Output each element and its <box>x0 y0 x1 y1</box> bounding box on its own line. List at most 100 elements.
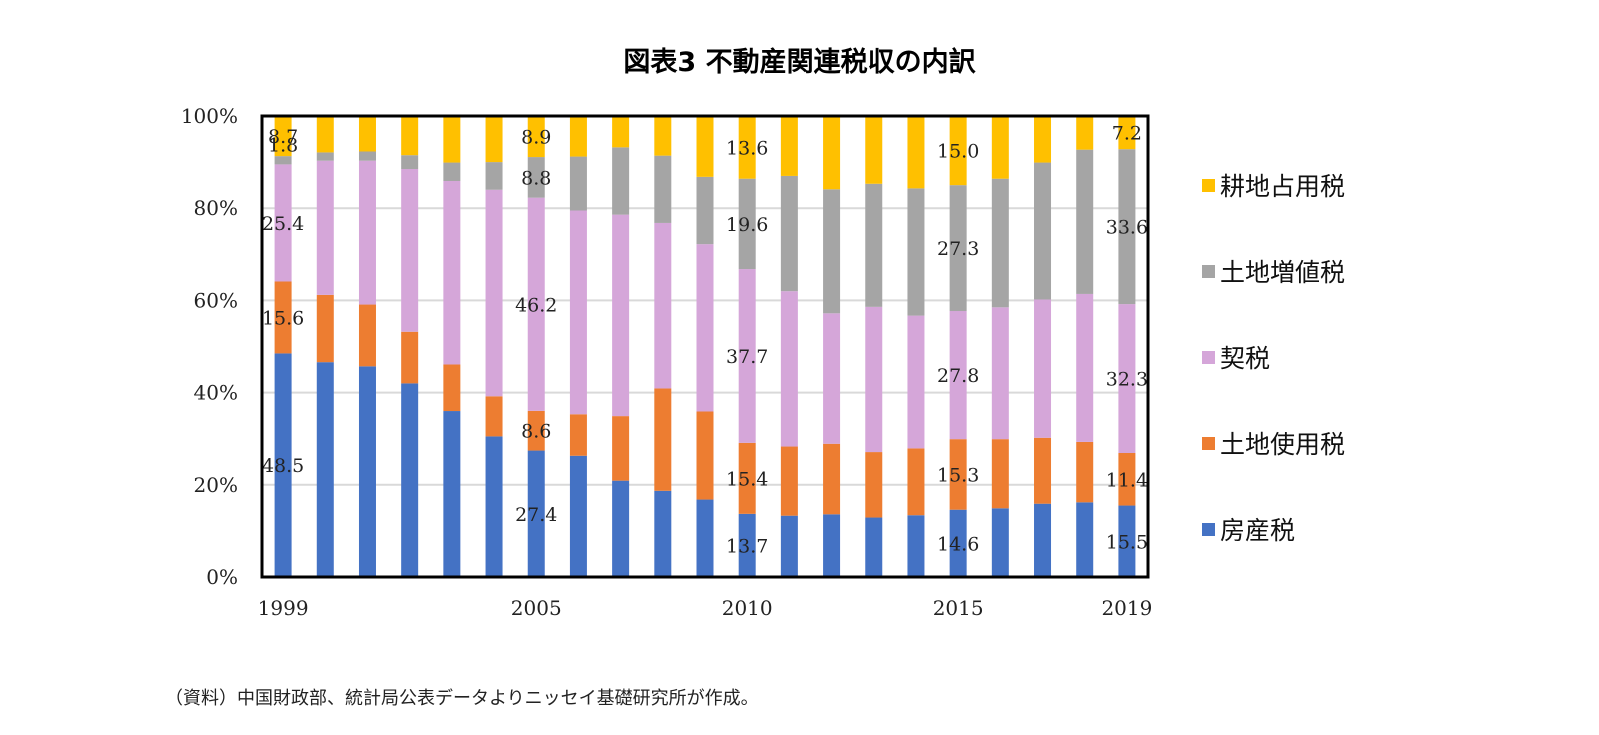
bar-segment <box>780 116 798 176</box>
bar-segment <box>738 269 756 443</box>
bar-segment <box>569 156 587 211</box>
bar-segment <box>907 448 925 516</box>
bar-segment <box>865 517 883 577</box>
y-tick-label: 80% <box>194 196 238 220</box>
bar-segment <box>654 490 672 577</box>
data-label: 8.8 <box>521 167 551 189</box>
axes: 0% 20% 40% 60% 80% 100% 1999 2005 2010 2015 2019 <box>181 104 1153 620</box>
bar-segment <box>1076 293 1094 442</box>
bar-segment <box>696 244 714 412</box>
bar-segment <box>1076 116 1094 150</box>
bar-segment <box>949 185 967 312</box>
bar-segment <box>401 155 419 170</box>
bar-segment <box>1076 441 1094 503</box>
y-tick-label: 40% <box>194 381 238 405</box>
y-tick-label: 60% <box>194 288 238 312</box>
data-label: 15.0 <box>937 141 979 163</box>
data-label: 27.4 <box>515 504 557 526</box>
bar-segment <box>865 183 883 307</box>
data-label: 15.3 <box>937 464 979 486</box>
x-tick-label: 2010 <box>722 596 773 620</box>
legend-label: 房産税 <box>1220 516 1295 545</box>
data-label: 8.7 <box>268 126 298 148</box>
legend-swatch <box>1202 179 1215 192</box>
bar-segment <box>991 116 1009 179</box>
bar-segment <box>780 515 798 577</box>
data-label: 14.6 <box>937 533 979 555</box>
bar-segment <box>907 315 925 449</box>
bar-segment <box>316 116 334 153</box>
data-label: 19.6 <box>726 214 768 236</box>
legend-label: 土地使用税 <box>1220 430 1345 459</box>
bar-segment <box>1034 116 1052 163</box>
bar-segment <box>907 116 925 189</box>
bar-segment <box>443 181 461 365</box>
data-label: 15.6 <box>262 307 304 329</box>
bar-segment <box>358 304 376 367</box>
data-label: 27.3 <box>937 238 979 260</box>
bar-segment <box>358 151 376 161</box>
bar-segment <box>358 160 376 305</box>
data-label: 27.8 <box>937 365 979 387</box>
bar-segment <box>949 116 967 186</box>
bar-segment <box>401 331 419 384</box>
bar-segment <box>612 480 630 577</box>
bar-segment <box>401 116 419 156</box>
data-labels: 48.5 15.6 25.4 1.88.7 27.4 8.6 46.2 8.8 8.9 13.7 1… <box>262 123 1148 558</box>
bar-segment <box>991 178 1009 308</box>
x-tick-label: 1999 <box>258 596 309 620</box>
bar-segment <box>907 515 925 577</box>
bar-segment <box>654 222 672 389</box>
bar-segment <box>991 439 1009 509</box>
bar-segment <box>1034 503 1052 577</box>
legend-swatch <box>1202 351 1215 364</box>
legend-label: 土地増値税 <box>1220 258 1345 287</box>
bar-segment <box>358 116 376 152</box>
bar-segment <box>823 443 841 515</box>
bar-segment <box>274 164 292 282</box>
bar-segment <box>823 313 841 444</box>
x-tick-label: 2005 <box>511 596 562 620</box>
bar-segment <box>1118 149 1136 305</box>
data-label: 32.3 <box>1106 369 1148 391</box>
bar-segment <box>780 446 798 516</box>
bar-segment <box>738 442 756 514</box>
bar-segment <box>274 156 292 165</box>
bar-segment <box>949 439 967 510</box>
bar-segment <box>991 508 1009 577</box>
bar-segment <box>485 116 503 163</box>
bar-segment <box>696 499 714 577</box>
bar-segment <box>654 155 672 223</box>
bar-segment <box>485 162 503 190</box>
data-label: 48.5 <box>262 455 304 477</box>
data-label: 13.7 <box>726 535 768 557</box>
bar-segment <box>907 188 925 316</box>
bar-segment <box>527 157 545 198</box>
bar-segment <box>865 116 883 184</box>
legend-swatch <box>1202 265 1215 278</box>
bar-segment <box>443 411 461 577</box>
data-label: 7.2 <box>1112 123 1142 145</box>
data-label: 37.7 <box>726 346 768 368</box>
bar-segment <box>274 116 292 157</box>
bar-segment <box>443 116 461 163</box>
bar-segment <box>1076 502 1094 577</box>
bar-segment <box>696 176 714 245</box>
data-label: 25.4 <box>262 213 304 235</box>
bar-segment <box>949 311 967 440</box>
data-label: 13.6 <box>726 137 768 159</box>
x-tick-label: 2015 <box>933 596 984 620</box>
data-label: 11.4 <box>1106 469 1148 491</box>
bar-segment <box>696 116 714 177</box>
bar-segment <box>780 175 798 292</box>
bar-segment <box>316 362 334 577</box>
bar-segment <box>823 116 841 190</box>
bar-segment <box>738 116 756 179</box>
bar-segment <box>316 152 334 161</box>
plot-frame <box>260 114 1150 579</box>
bar-segment <box>527 410 545 451</box>
bar-segment <box>569 116 587 157</box>
bar-segment <box>612 116 630 148</box>
bar-segment <box>1118 505 1136 577</box>
